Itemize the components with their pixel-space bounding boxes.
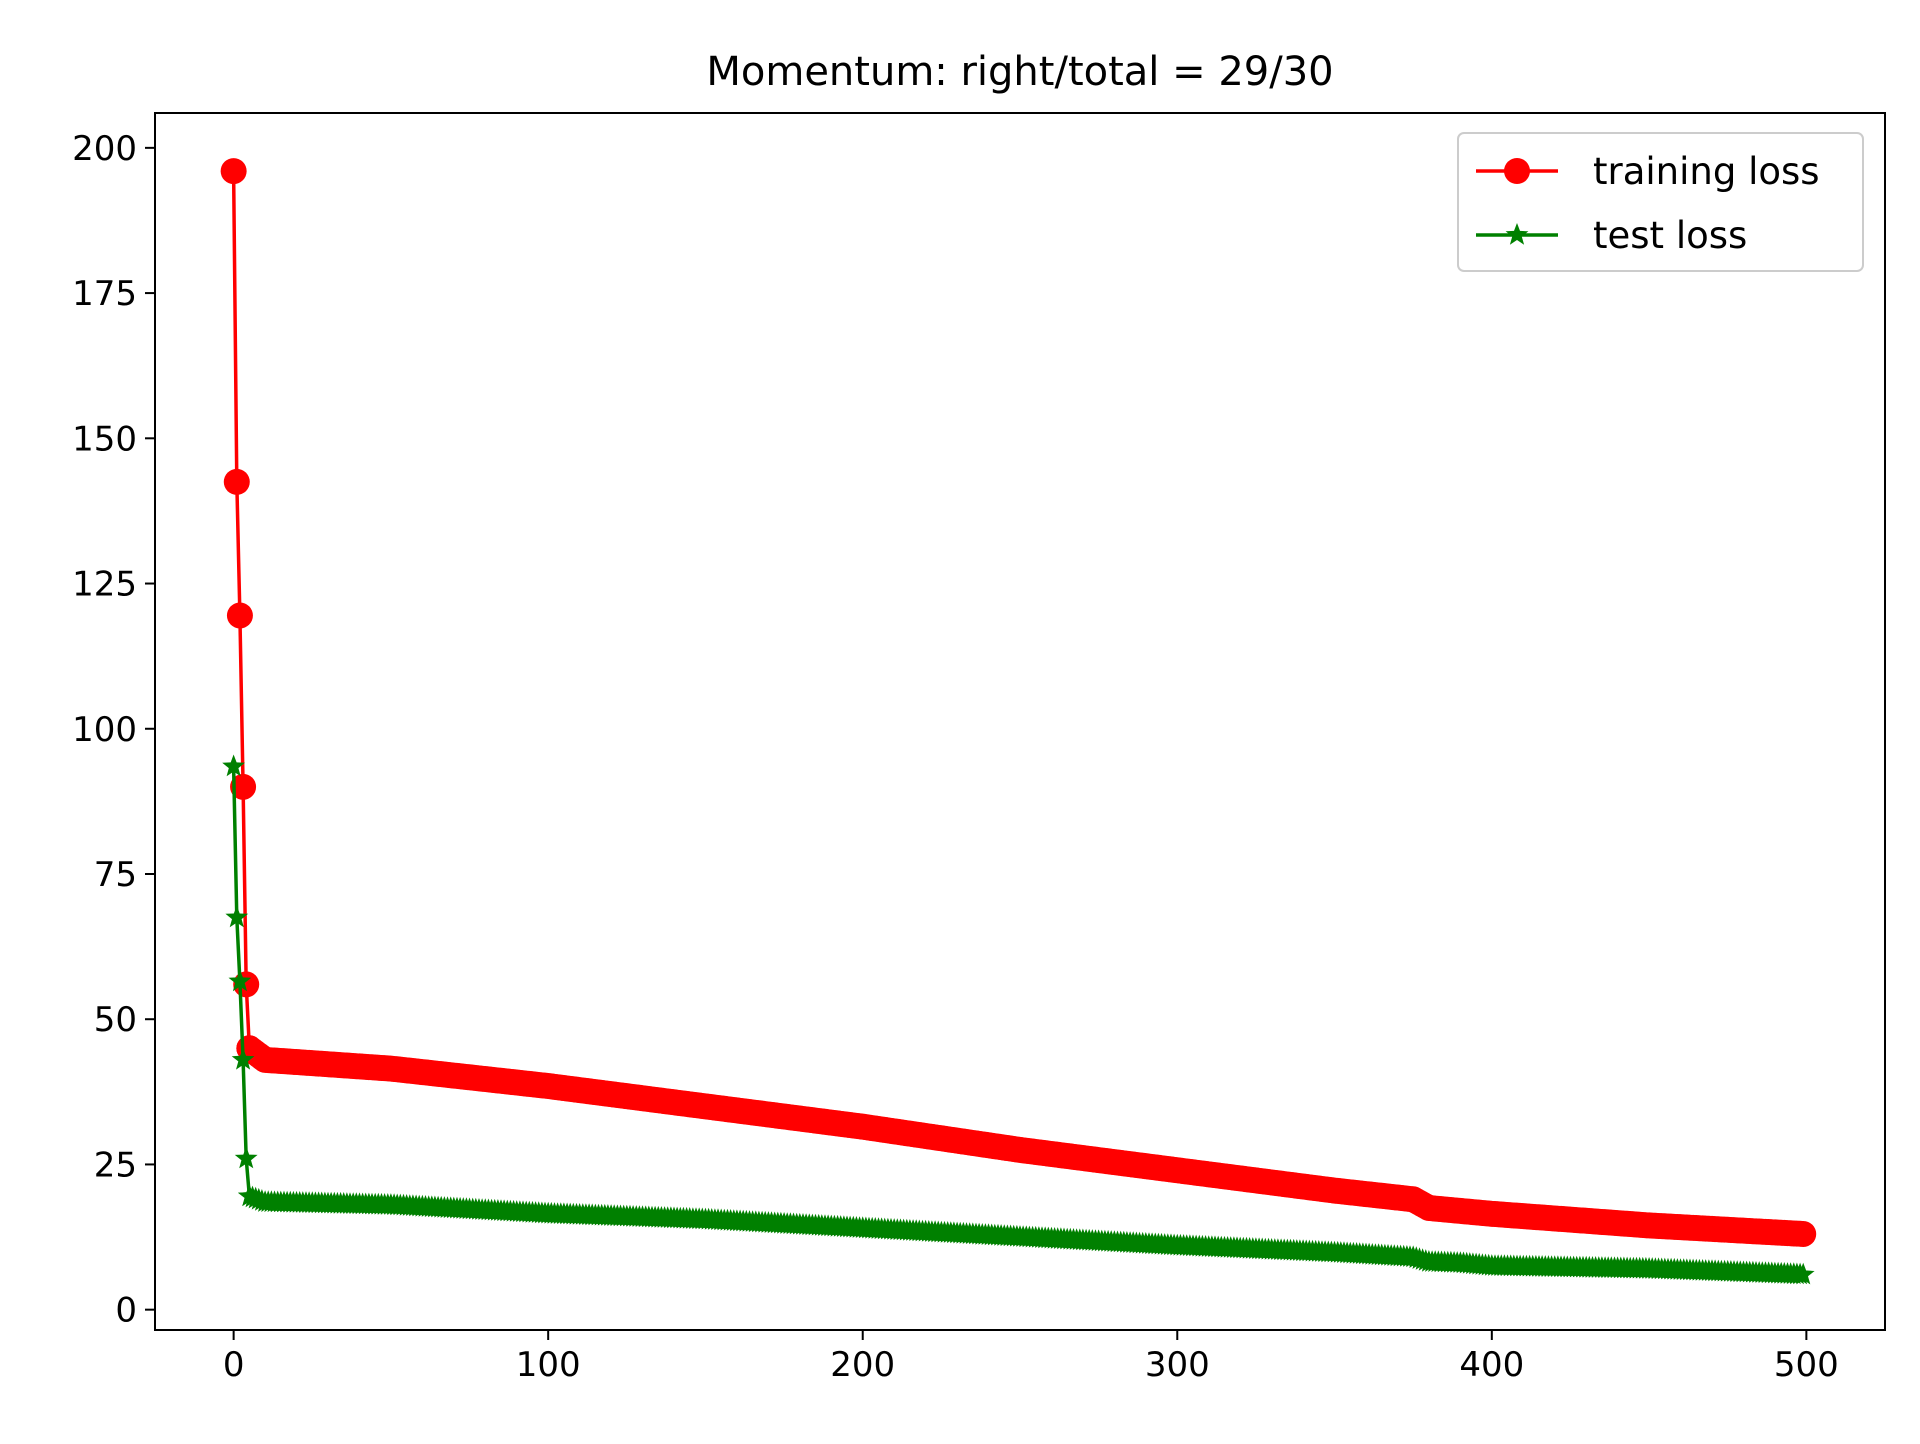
legend: training loss test loss: [1457, 132, 1864, 272]
data-point: [220, 158, 247, 185]
legend-label: test loss: [1593, 214, 1747, 257]
x-tick-label: 300: [1145, 1345, 1210, 1385]
y-tick-label: 175: [72, 274, 137, 314]
y-tick-label: 200: [72, 129, 137, 169]
data-point: [228, 969, 252, 992]
x-tick-label: 0: [223, 1345, 245, 1385]
plot-area: 0 100 200 300 400 500 0 25 50 75 100 125 150 175 200: [72, 112, 1886, 1385]
data-point: [222, 754, 245, 777]
x-tick-label: 100: [516, 1345, 581, 1385]
data-point: [223, 468, 250, 495]
legend-label: training loss: [1593, 150, 1820, 193]
legend-marker: [1505, 223, 1529, 245]
y-tick-label: 50: [94, 1000, 137, 1040]
y-tick-label: 150: [72, 419, 137, 459]
y-tick-label: 25: [94, 1145, 137, 1185]
series-training-loss: [220, 158, 1817, 1247]
x-tick-label: 400: [1459, 1345, 1524, 1385]
y-tick-label: 75: [94, 855, 137, 895]
y-tick-label: 125: [72, 565, 137, 605]
legend-marker: [1504, 158, 1530, 184]
data-point: [226, 602, 253, 629]
data-point: [1790, 1220, 1817, 1247]
legend-box: [1457, 132, 1864, 272]
data-point: [225, 905, 249, 928]
chart-title: Momentum: right/total = 29/30: [706, 49, 1333, 95]
axes-frame: [154, 112, 1886, 1331]
data-point: [234, 1146, 258, 1169]
x-tick-label: 200: [830, 1345, 895, 1385]
y-tick-label: 0: [115, 1291, 137, 1331]
series-test-loss: [222, 754, 1815, 1285]
data-point: [1791, 1262, 1815, 1285]
data-point: [230, 773, 257, 800]
data-point: [231, 1047, 255, 1070]
x-tick-label: 500: [1774, 1345, 1839, 1385]
y-tick-label: 100: [72, 710, 137, 750]
